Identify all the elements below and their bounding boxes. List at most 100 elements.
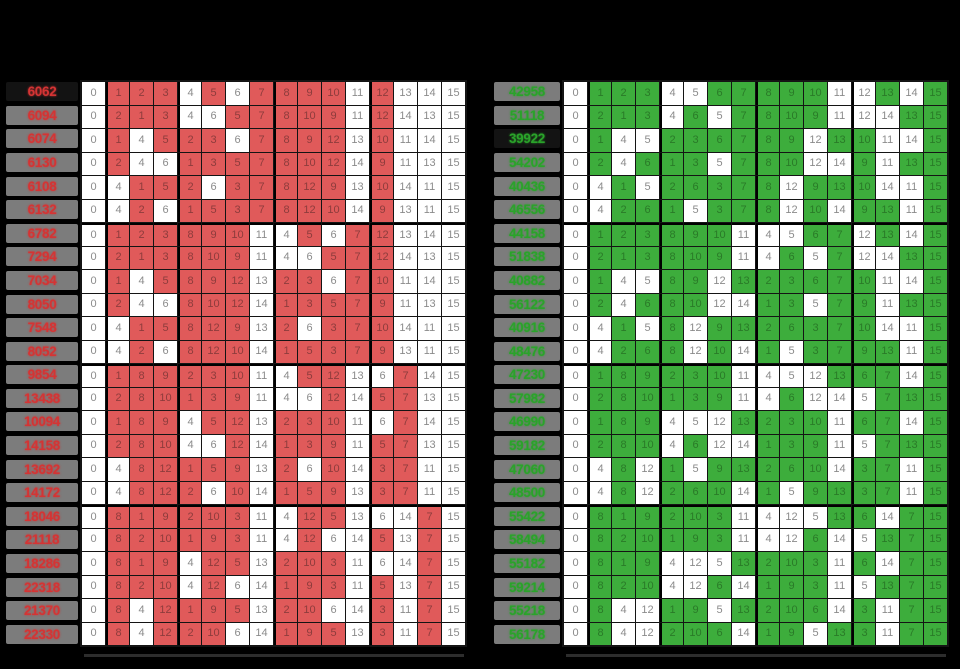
red-row-score-label[interactable]: 18286 <box>6 553 78 573</box>
green-row-score-label[interactable]: 40436 <box>494 176 560 196</box>
red-perm-cell: 11 <box>250 223 273 246</box>
green-perm-cell: 7 <box>876 434 899 457</box>
label-slot: 47230 <box>494 363 560 387</box>
red-row-score-label[interactable]: 8050 <box>6 294 78 314</box>
red-row-score-label[interactable]: 6108 <box>6 176 78 196</box>
green-perm-cell: 7 <box>900 528 923 551</box>
green-row-score-label[interactable]: 56178 <box>494 624 560 644</box>
red-row-score-label[interactable]: 7294 <box>6 247 78 267</box>
red-perm-cell: 10 <box>298 599 321 622</box>
green-perm-cell: 15 <box>924 387 947 410</box>
red-row-score-label[interactable]: 14158 <box>6 436 78 456</box>
red-perm-cell: 2 <box>178 176 201 199</box>
green-row-score-label[interactable]: 59214 <box>494 577 560 597</box>
red-perm-cell: 0 <box>82 458 105 481</box>
red-perm-cell: 0 <box>82 575 105 598</box>
green-row-score-label[interactable]: 59182 <box>494 436 560 456</box>
red-perm-cell: 2 <box>130 199 153 222</box>
green-perm-cell: 1 <box>588 82 611 105</box>
green-perm-cell: 4 <box>588 340 611 363</box>
green-perm-cell: 8 <box>660 246 683 269</box>
red-perm-cell: 11 <box>346 575 369 598</box>
selected-green-row-score-label[interactable]: 39922 <box>494 129 560 149</box>
red-row-score-label[interactable]: 6094 <box>6 105 78 125</box>
green-perm-cell: 2 <box>660 129 683 152</box>
red-row-score-label[interactable]: 7034 <box>6 270 78 290</box>
red-perm-cell: 15 <box>442 599 465 622</box>
green-perm-cell: 2 <box>660 176 683 199</box>
green-perm-cell: 0 <box>564 458 587 481</box>
green-perm-cell: 4 <box>756 246 779 269</box>
red-row-score-label[interactable]: 6132 <box>6 200 78 220</box>
green-perm-cell: 1 <box>660 528 683 551</box>
red-row-score-label[interactable]: 8052 <box>6 341 78 361</box>
green-row-score-label[interactable]: 46556 <box>494 200 560 220</box>
red-row-score-label[interactable]: 6782 <box>6 223 78 243</box>
green-perm-cell: 12 <box>804 152 827 175</box>
red-perm-cell: 15 <box>442 458 465 481</box>
green-row-score-label[interactable]: 48476 <box>494 341 560 361</box>
green-perm-cell: 10 <box>852 176 875 199</box>
red-perm-cell: 5 <box>370 528 393 551</box>
red-row-score-label[interactable]: 22318 <box>6 577 78 597</box>
selected-red-row-score-label[interactable]: 6062 <box>6 82 78 102</box>
red-row-score-label[interactable]: 13438 <box>6 388 78 408</box>
green-row-score-label[interactable]: 56122 <box>494 294 560 314</box>
red-row-score-label[interactable]: 6130 <box>6 153 78 173</box>
green-row-score-label[interactable]: 51838 <box>494 247 560 267</box>
red-perm-cell: 3 <box>298 270 321 293</box>
red-perm-cell: 10 <box>202 246 225 269</box>
red-row-score-label[interactable]: 13692 <box>6 459 78 479</box>
red-perm-cell: 0 <box>82 105 105 128</box>
label-slot: 8052 <box>6 339 78 363</box>
green-row-score-label[interactable]: 58494 <box>494 530 560 550</box>
green-perm-cell: 11 <box>876 293 899 316</box>
green-perm-cell: 11 <box>900 458 923 481</box>
green-perm-cell: 9 <box>708 387 731 410</box>
green-perm-cell: 8 <box>588 505 611 528</box>
green-row-score-label[interactable]: 55182 <box>494 553 560 573</box>
green-row-score-label[interactable]: 40916 <box>494 318 560 338</box>
red-perm-cell: 13 <box>346 622 369 645</box>
green-perm-cell: 7 <box>876 481 899 504</box>
red-row-score-label[interactable]: 10094 <box>6 412 78 432</box>
red-perm-cell: 5 <box>202 458 225 481</box>
green-perm-cell: 2 <box>756 317 779 340</box>
red-perm-cell: 3 <box>322 552 345 575</box>
green-row-score-label[interactable]: 44158 <box>494 223 560 243</box>
red-perm-cell: 1 <box>106 82 129 105</box>
red-perm-cell: 7 <box>418 528 441 551</box>
red-row-score-label[interactable]: 18046 <box>6 506 78 526</box>
green-row-score-label[interactable]: 51118 <box>494 105 560 125</box>
red-perm-cell: 15 <box>442 105 465 128</box>
red-row-score-label[interactable]: 22330 <box>6 624 78 644</box>
green-perm-cell: 3 <box>636 223 659 246</box>
green-perm-cell: 13 <box>828 176 851 199</box>
green-row-score-label[interactable]: 46990 <box>494 412 560 432</box>
red-perm-cell: 11 <box>346 82 369 105</box>
green-row-score-label[interactable]: 47230 <box>494 365 560 385</box>
red-row-score-label[interactable]: 9854 <box>6 365 78 385</box>
green-row-score-label[interactable]: 40882 <box>494 270 560 290</box>
green-perm-cell: 12 <box>780 505 803 528</box>
red-row-score-label[interactable]: 21370 <box>6 601 78 621</box>
red-perm-cell: 9 <box>202 599 225 622</box>
green-row-score-label[interactable]: 54202 <box>494 153 560 173</box>
green-perm-cell: 3 <box>804 552 827 575</box>
red-row-score-label[interactable]: 21118 <box>6 530 78 550</box>
green-row-score-label[interactable]: 42958 <box>494 82 560 102</box>
green-row-score-label[interactable]: 55218 <box>494 601 560 621</box>
red-row-score-label[interactable]: 14172 <box>6 483 78 503</box>
red-row-score-label[interactable]: 6074 <box>6 129 78 149</box>
green-row-score-label[interactable]: 47060 <box>494 459 560 479</box>
red-row-score-label[interactable]: 7548 <box>6 318 78 338</box>
red-perm-cell: 7 <box>346 317 369 340</box>
red-perm-cell: 10 <box>322 411 345 434</box>
green-row-score-label[interactable]: 55422 <box>494 506 560 526</box>
green-row-score-label[interactable]: 48500 <box>494 483 560 503</box>
red-perm-cell: 2 <box>130 340 153 363</box>
red-perm-cell: 1 <box>106 411 129 434</box>
green-perm-cell: 7 <box>900 575 923 598</box>
green-row-score-label[interactable]: 57982 <box>494 388 560 408</box>
green-perm-cell: 8 <box>756 82 779 105</box>
